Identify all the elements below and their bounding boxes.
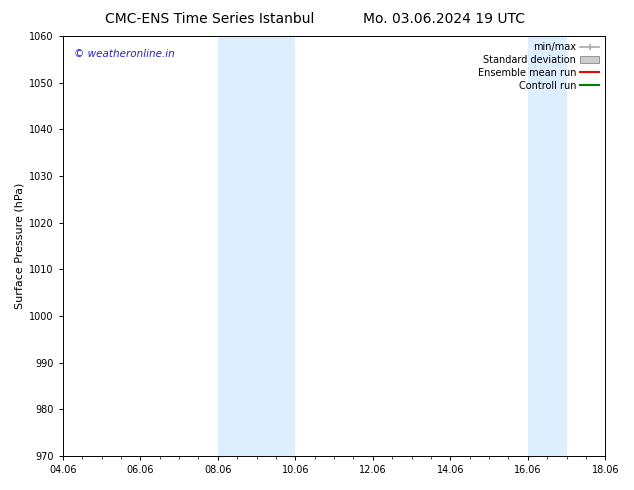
Text: © weatheronline.in: © weatheronline.in <box>74 49 174 59</box>
Bar <box>527 36 567 456</box>
Text: CMC-ENS Time Series Istanbul: CMC-ENS Time Series Istanbul <box>105 12 314 26</box>
Legend: min/max, Standard deviation, Ensemble mean run, Controll run: min/max, Standard deviation, Ensemble me… <box>474 38 604 95</box>
Y-axis label: Surface Pressure (hPa): Surface Pressure (hPa) <box>15 183 25 309</box>
Text: Mo. 03.06.2024 19 UTC: Mo. 03.06.2024 19 UTC <box>363 12 525 26</box>
Bar <box>218 36 295 456</box>
